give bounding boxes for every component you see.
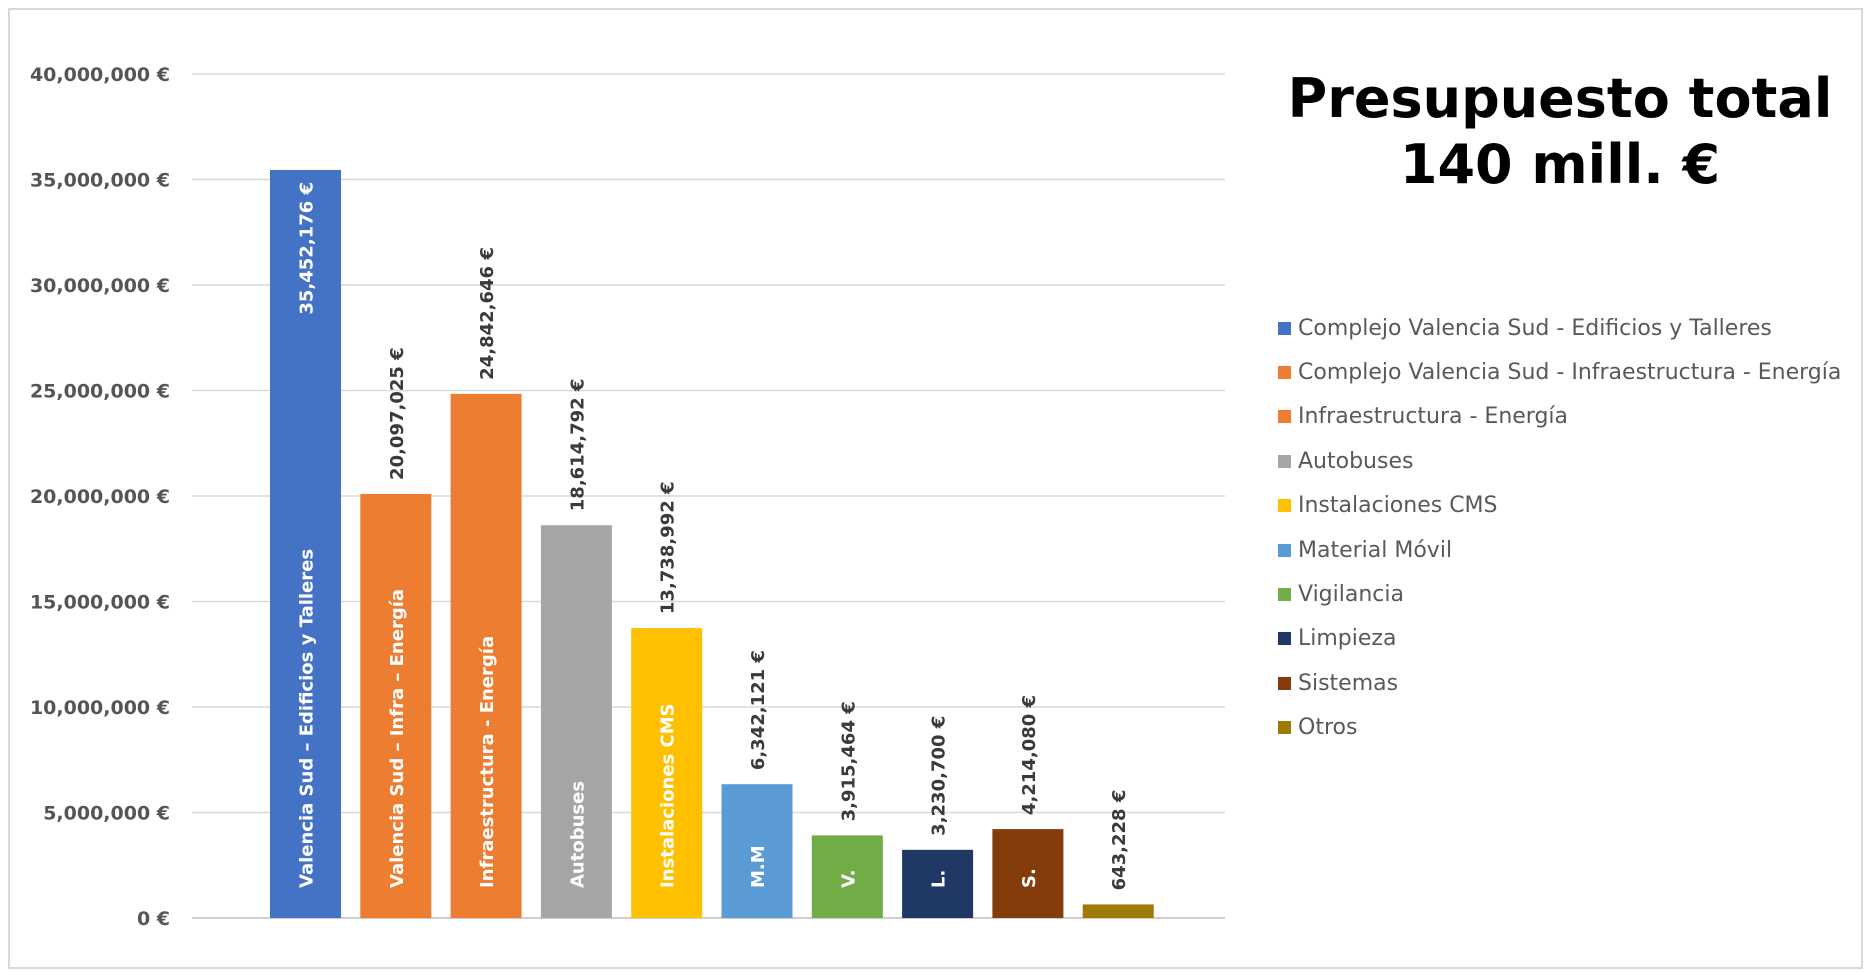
bar-category-label: S. [1019, 868, 1040, 888]
bar-category-label: Instalaciones CMS [658, 703, 679, 888]
bar-value-label: 3,915,464 € [838, 701, 859, 821]
legend-item: Autobuses [1278, 439, 1841, 483]
legend-item: Vigilancia [1278, 572, 1841, 616]
bar-value-label: 24,842,646 € [477, 247, 498, 380]
legend-swatch [1278, 410, 1291, 424]
bar [270, 169, 341, 918]
bar-value-label: 643,228 € [1109, 790, 1130, 891]
legend-label: Vigilancia [1298, 582, 1404, 608]
legend-label: Complejo Valencia Sud - Edificios y Tall… [1298, 315, 1772, 341]
legend-swatch [1278, 632, 1291, 646]
y-tick-label: 20,000,000 € [30, 486, 170, 508]
bar [992, 829, 1064, 918]
legend-item: Sistemas [1278, 661, 1841, 705]
legend-swatch [1278, 721, 1291, 735]
bar-category-label: Valencia Sud – Infra – Energía [387, 589, 408, 888]
bar-value-label: 35,452,176 € [297, 182, 318, 315]
y-tick-label: 10,000,000 € [30, 697, 170, 719]
legend-item: Complejo Valencia Sud - Infraestructura … [1278, 350, 1841, 394]
legend-swatch [1278, 543, 1291, 557]
y-tick-label: 5,000,000 € [43, 803, 170, 825]
legend-swatch [1278, 321, 1291, 335]
chart-frame: 0 € 5,000,000 € 10,000,000 € 15,000,000 € 20… [8, 8, 1863, 969]
chart-legend: Complejo Valencia Sud - Edificios y Tall… [1278, 306, 1841, 750]
chart-headline: Presupuesto total 140 mill. € [1255, 66, 1865, 198]
legend-swatch [1278, 499, 1291, 513]
legend-swatch [1278, 676, 1291, 690]
legend-swatch [1278, 366, 1291, 380]
bar-chart: 0 € 5,000,000 € 10,000,000 € 15,000,000 € 20… [30, 64, 1225, 930]
headline-line-2: 140 mill. € [1399, 133, 1721, 196]
legend-label: Limpieza [1298, 626, 1397, 652]
legend-swatch [1278, 454, 1291, 468]
legend-item: Otros [1278, 706, 1841, 750]
legend-item: Limpieza [1278, 617, 1841, 661]
legend-swatch [1278, 588, 1291, 602]
legend-item: Infraestructura - Energía [1278, 395, 1841, 439]
bar [721, 784, 793, 918]
bar-value-label: 3,230,700 € [929, 716, 950, 836]
bar [540, 525, 612, 918]
bar-value-label: 6,342,121 € [748, 650, 769, 770]
bar-category-label: Autobuses [567, 781, 588, 888]
bar-value-label: 18,614,792 € [567, 379, 588, 512]
legend-label: Autobuses [1298, 448, 1414, 474]
headline-line-1: Presupuesto total [1287, 67, 1833, 130]
legend-label: Instalaciones CMS [1298, 493, 1498, 519]
legend-label: Sistemas [1298, 670, 1399, 696]
legend-label: Complejo Valencia Sud - Infraestructura … [1298, 360, 1842, 386]
bar-category-label: V. [838, 870, 859, 888]
legend-item: Material Móvil [1278, 528, 1841, 572]
bar-value-label: 13,738,992 € [658, 481, 679, 614]
legend-item: Complejo Valencia Sud - Edificios y Tall… [1278, 306, 1841, 350]
y-tick-label: 15,000,000 € [30, 592, 170, 614]
bar-category-label: L. [929, 870, 950, 888]
bar [811, 835, 883, 918]
bar-category-label: Infraestructura - Energía [477, 636, 498, 888]
y-tick-label: 35,000,000 € [30, 170, 170, 192]
legend-label: Otros [1298, 715, 1358, 741]
legend-label: Material Móvil [1298, 537, 1453, 563]
y-tick-label: 25,000,000 € [30, 381, 170, 403]
bar-value-label: 20,097,025 € [387, 347, 408, 480]
bar [631, 628, 703, 918]
y-tick-label: 0 € [137, 908, 170, 930]
legend-item: Instalaciones CMS [1278, 484, 1841, 528]
bar [360, 493, 432, 918]
y-tick-label: 30,000,000 € [30, 275, 170, 297]
y-tick-label: 40,000,000 € [30, 64, 170, 86]
bar-category-label: Valencia Sud – Edificios y Talleres [297, 549, 318, 888]
legend-label: Infraestructura - Energía [1298, 404, 1569, 430]
bar [1082, 904, 1154, 918]
bar [450, 393, 522, 918]
bar-value-label: 4,214,080 € [1019, 695, 1040, 815]
bar [902, 849, 974, 918]
bar-category-label: M.M [748, 845, 769, 888]
